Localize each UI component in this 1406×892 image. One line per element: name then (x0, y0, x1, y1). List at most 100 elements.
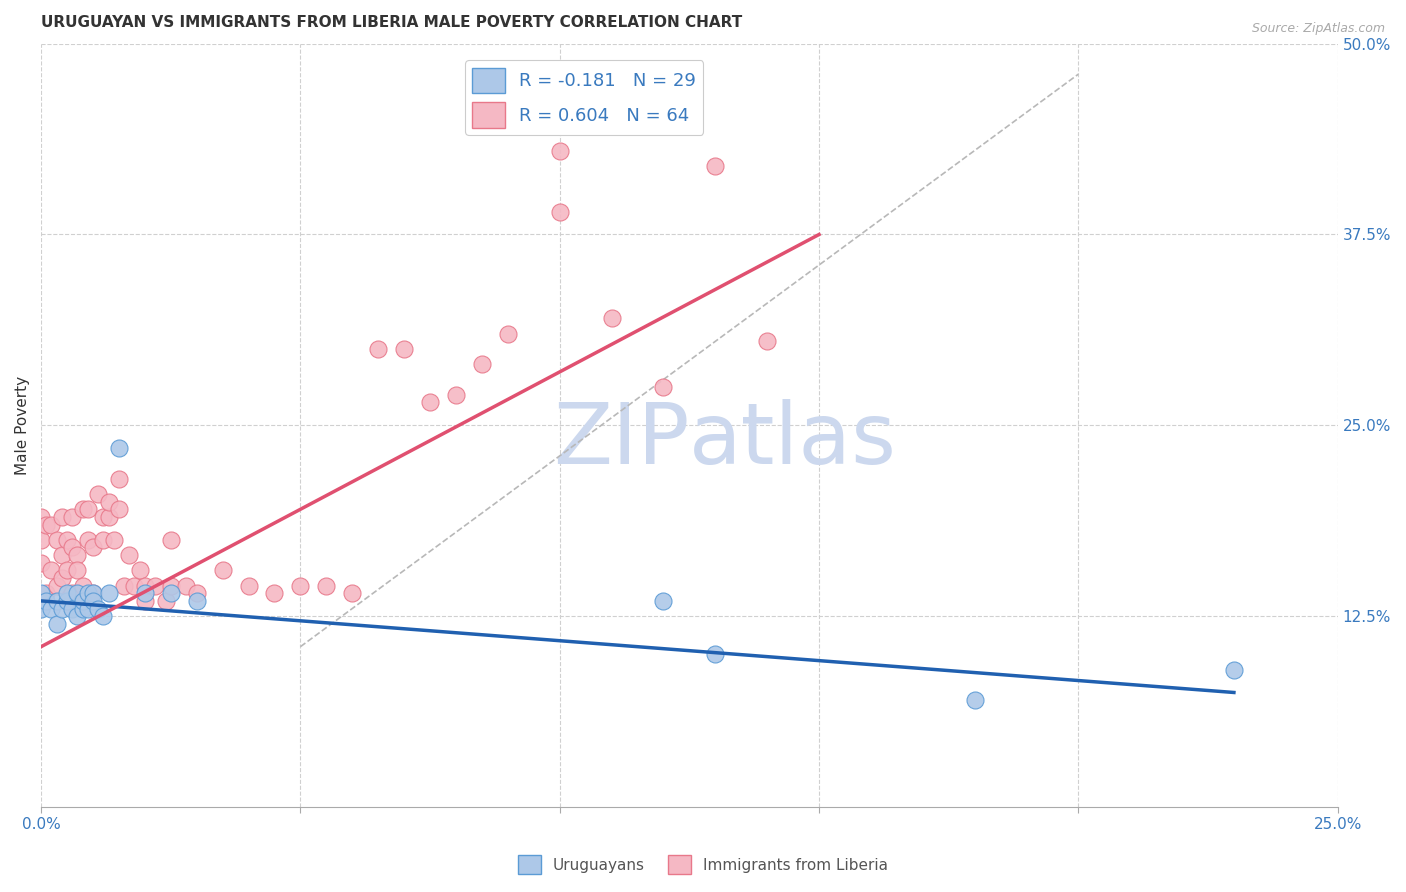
Uruguayans (45, 616, 67, 631)
Uruguayans (97, 586, 120, 600)
Text: ZIP: ZIP (553, 399, 689, 482)
Uruguayans (652, 594, 675, 608)
Immigrants from Liberia (30, 510, 52, 524)
Immigrants from Liberia (392, 342, 415, 356)
Uruguayans (76, 586, 98, 600)
Uruguayans (76, 601, 98, 615)
Text: Source: ZipAtlas.com: Source: ZipAtlas.com (1251, 22, 1385, 36)
Y-axis label: Male Poverty: Male Poverty (15, 376, 30, 475)
Immigrants from Liberia (419, 395, 441, 409)
Immigrants from Liberia (704, 159, 727, 173)
Uruguayans (45, 594, 67, 608)
Uruguayans (30, 586, 52, 600)
Immigrants from Liberia (82, 541, 104, 555)
Uruguayans (60, 601, 83, 615)
Uruguayans (72, 601, 94, 615)
Immigrants from Liberia (600, 311, 623, 326)
Immigrants from Liberia (97, 494, 120, 508)
Immigrants from Liberia (51, 548, 73, 562)
Uruguayans (66, 609, 89, 624)
Uruguayans (704, 648, 727, 662)
Immigrants from Liberia (30, 533, 52, 547)
Immigrants from Liberia (186, 586, 208, 600)
Immigrants from Liberia (548, 144, 571, 158)
Uruguayans (87, 601, 110, 615)
Immigrants from Liberia (66, 563, 89, 577)
Immigrants from Liberia (159, 579, 181, 593)
Uruguayans (66, 586, 89, 600)
Immigrants from Liberia (143, 579, 166, 593)
Uruguayans (30, 601, 52, 615)
Immigrants from Liberia (93, 510, 115, 524)
Immigrants from Liberia (176, 579, 198, 593)
Immigrants from Liberia (97, 510, 120, 524)
Immigrants from Liberia (60, 510, 83, 524)
Immigrants from Liberia (548, 204, 571, 219)
Immigrants from Liberia (56, 533, 79, 547)
Immigrants from Liberia (72, 579, 94, 593)
Uruguayans (159, 586, 181, 600)
Immigrants from Liberia (652, 380, 675, 394)
Uruguayans (82, 594, 104, 608)
Legend: Uruguayans, Immigrants from Liberia: Uruguayans, Immigrants from Liberia (512, 849, 894, 880)
Uruguayans (186, 594, 208, 608)
Immigrants from Liberia (30, 556, 52, 570)
Uruguayans (82, 586, 104, 600)
Immigrants from Liberia (103, 533, 125, 547)
Text: URUGUAYAN VS IMMIGRANTS FROM LIBERIA MALE POVERTY CORRELATION CHART: URUGUAYAN VS IMMIGRANTS FROM LIBERIA MAL… (41, 15, 742, 30)
Immigrants from Liberia (496, 326, 519, 341)
Uruguayans (963, 693, 986, 707)
Immigrants from Liberia (124, 579, 146, 593)
Uruguayans (108, 441, 131, 455)
Immigrants from Liberia (128, 563, 150, 577)
Immigrants from Liberia (290, 579, 312, 593)
Immigrants from Liberia (155, 594, 177, 608)
Immigrants from Liberia (87, 487, 110, 501)
Uruguayans (35, 594, 58, 608)
Immigrants from Liberia (41, 517, 63, 532)
Immigrants from Liberia (76, 502, 98, 516)
Immigrants from Liberia (315, 579, 337, 593)
Immigrants from Liberia (471, 357, 494, 371)
Immigrants from Liberia (56, 594, 79, 608)
Immigrants from Liberia (51, 510, 73, 524)
Immigrants from Liberia (134, 579, 156, 593)
Immigrants from Liberia (60, 541, 83, 555)
Immigrants from Liberia (238, 579, 260, 593)
Uruguayans (1223, 663, 1246, 677)
Immigrants from Liberia (444, 388, 467, 402)
Immigrants from Liberia (45, 533, 67, 547)
Immigrants from Liberia (60, 586, 83, 600)
Immigrants from Liberia (35, 517, 58, 532)
Immigrants from Liberia (41, 563, 63, 577)
Uruguayans (134, 586, 156, 600)
Immigrants from Liberia (367, 342, 389, 356)
Uruguayans (51, 601, 73, 615)
Immigrants from Liberia (134, 594, 156, 608)
Immigrants from Liberia (66, 548, 89, 562)
Immigrants from Liberia (342, 586, 364, 600)
Immigrants from Liberia (45, 579, 67, 593)
Immigrants from Liberia (93, 533, 115, 547)
Immigrants from Liberia (118, 548, 141, 562)
Immigrants from Liberia (112, 579, 135, 593)
Immigrants from Liberia (108, 472, 131, 486)
Uruguayans (41, 601, 63, 615)
Immigrants from Liberia (76, 533, 98, 547)
Immigrants from Liberia (56, 563, 79, 577)
Text: atlas: atlas (689, 399, 897, 482)
Immigrants from Liberia (82, 586, 104, 600)
Immigrants from Liberia (72, 502, 94, 516)
Immigrants from Liberia (159, 533, 181, 547)
Immigrants from Liberia (263, 586, 285, 600)
Immigrants from Liberia (211, 563, 233, 577)
Uruguayans (93, 609, 115, 624)
Uruguayans (72, 594, 94, 608)
Legend: R = -0.181   N = 29, R = 0.604   N = 64: R = -0.181 N = 29, R = 0.604 N = 64 (465, 61, 703, 135)
Uruguayans (56, 586, 79, 600)
Immigrants from Liberia (108, 502, 131, 516)
Immigrants from Liberia (35, 586, 58, 600)
Uruguayans (56, 594, 79, 608)
Immigrants from Liberia (51, 571, 73, 585)
Immigrants from Liberia (756, 334, 779, 349)
